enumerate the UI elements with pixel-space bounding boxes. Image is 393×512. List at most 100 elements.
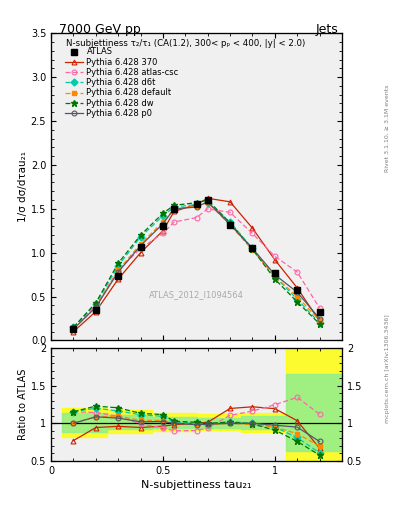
Pythia 6.428 370 (272, 257, 277, 263)
Pythia 6.428 default (205, 200, 210, 206)
Text: mcplots.cern.ch [arXiv:1306.3436]: mcplots.cern.ch [arXiv:1306.3436] (385, 314, 390, 423)
Line: Pythia 6.428 dw: Pythia 6.428 dw (70, 197, 323, 330)
Pythia 6.428 p0 (228, 222, 232, 228)
ATLAS (205, 197, 210, 203)
ATLAS (317, 308, 322, 314)
Pythia 6.428 default (317, 317, 322, 324)
Pythia 6.428 d6t (250, 245, 255, 251)
Pythia 6.428 d6t (272, 273, 277, 280)
Pythia 6.428 370 (194, 201, 199, 207)
X-axis label: N-subjettiness tau₂₁: N-subjettiness tau₂₁ (141, 480, 252, 490)
Pythia 6.428 atlas-csc (161, 230, 165, 237)
Pythia 6.428 dw (71, 324, 76, 330)
Line: Pythia 6.428 370: Pythia 6.428 370 (71, 196, 322, 334)
Pythia 6.428 d6t (317, 320, 322, 326)
Pythia 6.428 atlas-csc (250, 230, 255, 237)
Pythia 6.428 p0 (205, 199, 210, 205)
Pythia 6.428 atlas-csc (172, 219, 176, 225)
Y-axis label: 1/σ dσ/dτau₂₁: 1/σ dσ/dτau₂₁ (18, 152, 28, 222)
Pythia 6.428 d6t (205, 200, 210, 206)
Y-axis label: Ratio to ATLAS: Ratio to ATLAS (18, 369, 28, 440)
Pythia 6.428 p0 (161, 221, 165, 227)
Pythia 6.428 atlas-csc (116, 267, 121, 273)
Pythia 6.428 default (194, 203, 199, 209)
Pythia 6.428 default (116, 267, 121, 273)
Pythia 6.428 d6t (161, 213, 165, 219)
ATLAS (116, 273, 121, 280)
Pythia 6.428 370 (228, 199, 232, 205)
Pythia 6.428 dw (295, 299, 299, 305)
Pythia 6.428 d6t (172, 204, 176, 210)
Pythia 6.428 atlas-csc (272, 253, 277, 259)
Pythia 6.428 d6t (71, 324, 76, 330)
Pythia 6.428 370 (205, 195, 210, 201)
Pythia 6.428 atlas-csc (205, 206, 210, 212)
Pythia 6.428 p0 (272, 271, 277, 278)
Pythia 6.428 dw (272, 276, 277, 282)
Pythia 6.428 p0 (116, 269, 121, 275)
Pythia 6.428 default (172, 206, 176, 212)
Pythia 6.428 default (138, 241, 143, 247)
Pythia 6.428 370 (138, 250, 143, 256)
Pythia 6.428 atlas-csc (228, 209, 232, 216)
Line: Pythia 6.428 atlas-csc: Pythia 6.428 atlas-csc (71, 206, 322, 330)
Pythia 6.428 default (272, 273, 277, 280)
Pythia 6.428 370 (71, 329, 76, 335)
Pythia 6.428 atlas-csc (138, 245, 143, 251)
Pythia 6.428 p0 (172, 206, 176, 212)
Line: Pythia 6.428 default: Pythia 6.428 default (71, 200, 322, 331)
Text: Jets: Jets (315, 23, 338, 36)
Pythia 6.428 370 (250, 225, 255, 231)
Pythia 6.428 default (71, 326, 76, 332)
ATLAS (194, 201, 199, 207)
Pythia 6.428 d6t (228, 219, 232, 225)
Text: N-subjettiness τ₂/τ₁ (CA(1.2), 300< pₚ < 400, |y| < 2.0): N-subjettiness τ₂/τ₁ (CA(1.2), 300< pₚ <… (66, 39, 305, 49)
Pythia 6.428 d6t (194, 201, 199, 207)
Pythia 6.428 370 (94, 308, 98, 314)
Text: ATLAS_2012_I1094564: ATLAS_2012_I1094564 (149, 290, 244, 299)
Pythia 6.428 dw (194, 200, 199, 206)
Pythia 6.428 dw (172, 202, 176, 208)
Line: Pythia 6.428 d6t: Pythia 6.428 d6t (71, 200, 322, 330)
Pythia 6.428 p0 (250, 245, 255, 251)
Pythia 6.428 p0 (295, 289, 299, 295)
Pythia 6.428 dw (161, 210, 165, 216)
Pythia 6.428 dw (94, 300, 98, 306)
Pythia 6.428 370 (295, 285, 299, 291)
Pythia 6.428 atlas-csc (295, 269, 299, 275)
Pythia 6.428 default (94, 304, 98, 310)
Pythia 6.428 p0 (94, 304, 98, 310)
ATLAS (71, 326, 76, 332)
Text: Rivet 3.1.10, ≥ 3.1M events: Rivet 3.1.10, ≥ 3.1M events (385, 84, 390, 172)
Pythia 6.428 d6t (295, 296, 299, 302)
Pythia 6.428 p0 (194, 204, 199, 210)
Pythia 6.428 dw (116, 260, 121, 266)
Pythia 6.428 default (250, 247, 255, 253)
Pythia 6.428 p0 (138, 243, 143, 249)
Pythia 6.428 atlas-csc (71, 324, 76, 330)
Line: Pythia 6.428 p0: Pythia 6.428 p0 (71, 199, 322, 331)
Pythia 6.428 default (161, 219, 165, 225)
ATLAS (295, 287, 299, 293)
ATLAS (172, 206, 176, 212)
Text: 7000 GeV pp: 7000 GeV pp (59, 23, 141, 36)
ATLAS (250, 245, 255, 251)
Pythia 6.428 d6t (116, 263, 121, 269)
Pythia 6.428 370 (172, 208, 176, 215)
Pythia 6.428 default (295, 293, 299, 300)
Pythia 6.428 d6t (94, 301, 98, 307)
Pythia 6.428 dw (317, 321, 322, 327)
Pythia 6.428 atlas-csc (94, 302, 98, 308)
Pythia 6.428 atlas-csc (317, 305, 322, 311)
Pythia 6.428 d6t (138, 234, 143, 240)
Line: ATLAS: ATLAS (70, 197, 323, 332)
Pythia 6.428 p0 (317, 315, 322, 322)
Pythia 6.428 dw (250, 246, 255, 252)
ATLAS (94, 307, 98, 313)
Pythia 6.428 370 (317, 318, 322, 324)
Pythia 6.428 p0 (71, 326, 76, 332)
ATLAS (228, 222, 232, 228)
Pythia 6.428 370 (161, 228, 165, 234)
Pythia 6.428 370 (116, 276, 121, 282)
Pythia 6.428 dw (205, 197, 210, 203)
